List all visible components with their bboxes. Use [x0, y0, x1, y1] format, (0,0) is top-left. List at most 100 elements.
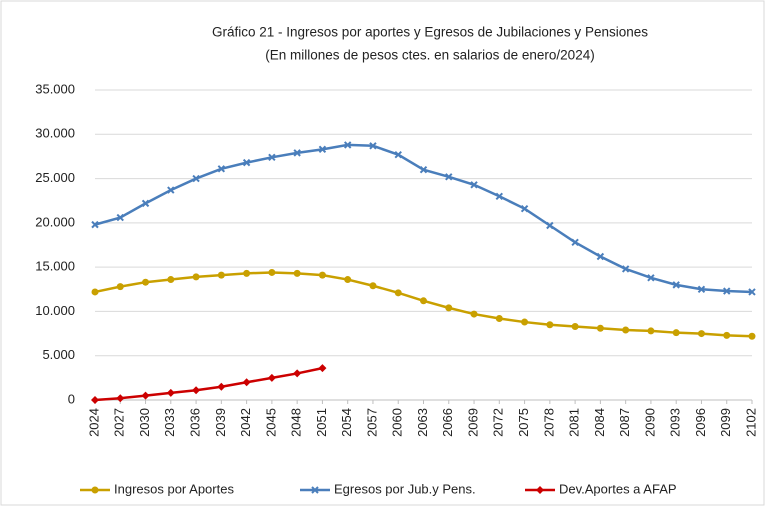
x-tick-label: 2087	[617, 408, 632, 437]
point	[344, 276, 352, 284]
point	[394, 289, 402, 297]
point	[672, 281, 680, 289]
point	[91, 220, 99, 229]
x-tick-label: 2054	[339, 408, 354, 437]
series-line	[94, 366, 323, 402]
point	[242, 378, 251, 387]
point	[268, 268, 276, 276]
x-tick-label: 2039	[213, 408, 228, 437]
x-tick-label: 2081	[567, 408, 582, 437]
y-tick-label: 25.000	[35, 170, 75, 185]
legend-label: Dev.Aportes a AFAP	[559, 481, 677, 496]
x-tick-label: 2024	[86, 408, 101, 437]
x-tick-label: 2057	[364, 408, 379, 437]
point	[167, 276, 175, 284]
point	[166, 388, 175, 397]
point	[521, 318, 529, 326]
point	[647, 274, 655, 282]
point	[697, 330, 705, 338]
x-tick-label: 2096	[693, 408, 708, 437]
point	[369, 142, 377, 150]
point	[546, 321, 554, 329]
point	[116, 394, 125, 403]
x-tick-label: 2045	[263, 408, 278, 437]
point	[470, 310, 478, 318]
x-tick-label: 2078	[541, 408, 556, 437]
x-tick-label: 2075	[516, 408, 531, 437]
x-tick-label: 2066	[440, 408, 455, 437]
point	[268, 153, 276, 162]
point	[343, 141, 352, 149]
x-tick-label: 2099	[718, 408, 733, 437]
x-tick-label: 2072	[491, 408, 506, 437]
x-tick-label: 2027	[112, 408, 127, 437]
point	[242, 158, 251, 167]
point	[267, 373, 276, 382]
point	[445, 304, 453, 312]
point	[369, 282, 377, 290]
point	[192, 386, 201, 395]
point	[571, 238, 579, 247]
point	[723, 287, 731, 295]
x-tick-label: 2102	[743, 408, 758, 437]
x-tick-label: 2048	[289, 408, 304, 437]
point	[91, 396, 99, 404]
point	[116, 283, 124, 291]
point	[243, 269, 251, 277]
legend-item: Egresos por Jub.y Pens.	[300, 481, 476, 496]
point	[748, 288, 756, 296]
chart-title: Gráfico 21 - Ingresos por aportes y Egre…	[212, 25, 648, 40]
point	[167, 186, 175, 194]
point	[217, 165, 226, 173]
point	[621, 265, 630, 273]
x-tick-label: 2030	[137, 408, 152, 437]
point	[318, 145, 327, 154]
point	[672, 329, 680, 337]
point	[647, 327, 655, 335]
point	[445, 173, 453, 181]
x-tick-label: 2093	[668, 408, 683, 437]
x-tick-label: 2063	[415, 408, 430, 437]
point	[293, 369, 302, 378]
point	[192, 273, 200, 281]
chart-subtitle: (En millones de pesos ctes. en salarios …	[265, 48, 594, 63]
x-tick-label: 2042	[238, 408, 253, 437]
y-tick-label: 30.000	[35, 126, 75, 141]
point	[495, 192, 504, 200]
point	[748, 332, 756, 340]
point	[192, 174, 200, 183]
point	[91, 486, 99, 494]
point	[394, 150, 402, 159]
legend-label: Ingresos por Aportes	[114, 481, 234, 496]
point	[697, 285, 706, 293]
point	[318, 364, 327, 373]
point	[217, 271, 225, 279]
point	[141, 199, 150, 208]
x-tick-label: 2084	[592, 408, 607, 437]
point	[419, 166, 428, 174]
x-tick-label: 2033	[162, 408, 177, 437]
legend-item: Ingresos por Aportes	[80, 481, 234, 496]
y-tick-label: 35.000	[35, 81, 75, 96]
point	[470, 181, 478, 189]
point	[141, 391, 150, 400]
point	[293, 149, 301, 157]
point	[293, 269, 301, 277]
legend-label: Egresos por Jub.y Pens.	[334, 481, 476, 496]
point	[546, 221, 554, 230]
point	[420, 297, 427, 305]
x-tick-label: 2060	[390, 408, 405, 437]
y-tick-label: 20.000	[35, 214, 75, 229]
point	[622, 326, 630, 334]
point	[571, 322, 579, 330]
point	[520, 204, 529, 213]
x-tick-label: 2069	[465, 408, 480, 437]
point	[217, 382, 226, 391]
legend-item: Dev.Aportes a AFAP	[525, 481, 677, 496]
point	[596, 252, 605, 261]
point	[311, 486, 319, 494]
point	[723, 331, 731, 339]
y-tick-label: 10.000	[35, 303, 75, 318]
